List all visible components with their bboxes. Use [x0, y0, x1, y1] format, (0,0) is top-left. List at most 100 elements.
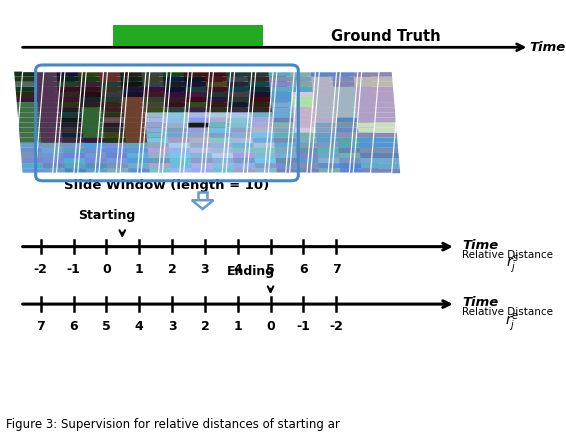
Polygon shape — [169, 143, 207, 148]
Polygon shape — [251, 118, 290, 122]
Polygon shape — [125, 127, 164, 133]
Polygon shape — [21, 153, 60, 158]
Polygon shape — [277, 168, 315, 173]
Polygon shape — [234, 163, 273, 168]
Polygon shape — [317, 148, 356, 153]
Polygon shape — [44, 168, 82, 173]
Polygon shape — [99, 72, 138, 77]
Polygon shape — [37, 92, 76, 97]
Polygon shape — [81, 107, 119, 112]
Polygon shape — [42, 148, 80, 153]
Polygon shape — [15, 82, 54, 87]
Polygon shape — [22, 163, 61, 168]
Polygon shape — [253, 143, 292, 148]
Polygon shape — [20, 137, 59, 143]
Polygon shape — [231, 127, 269, 133]
Polygon shape — [170, 163, 209, 168]
Polygon shape — [314, 102, 352, 107]
Polygon shape — [228, 97, 267, 102]
Polygon shape — [192, 200, 213, 209]
Polygon shape — [188, 122, 227, 127]
Polygon shape — [335, 107, 374, 112]
Polygon shape — [312, 82, 350, 87]
Polygon shape — [59, 107, 98, 112]
Polygon shape — [207, 92, 246, 97]
Polygon shape — [43, 163, 82, 168]
Polygon shape — [128, 168, 167, 173]
Polygon shape — [316, 137, 355, 143]
Polygon shape — [143, 87, 182, 92]
Polygon shape — [189, 133, 228, 137]
Polygon shape — [291, 97, 331, 102]
Polygon shape — [106, 163, 145, 168]
Polygon shape — [228, 87, 266, 92]
Polygon shape — [318, 158, 357, 163]
Polygon shape — [355, 97, 395, 102]
Polygon shape — [312, 87, 351, 92]
Polygon shape — [147, 143, 186, 148]
Text: 1: 1 — [135, 263, 144, 276]
Polygon shape — [42, 158, 82, 163]
Polygon shape — [290, 82, 329, 87]
Polygon shape — [316, 133, 355, 137]
Polygon shape — [15, 87, 54, 92]
Polygon shape — [80, 102, 119, 107]
Polygon shape — [57, 82, 96, 87]
Polygon shape — [276, 163, 315, 168]
Polygon shape — [293, 112, 332, 118]
Polygon shape — [315, 122, 354, 127]
Polygon shape — [188, 127, 228, 133]
Polygon shape — [252, 133, 291, 137]
Text: Time: Time — [529, 41, 565, 54]
Polygon shape — [37, 87, 75, 92]
Polygon shape — [229, 112, 268, 118]
Polygon shape — [85, 158, 124, 163]
Polygon shape — [78, 77, 117, 82]
Polygon shape — [185, 87, 224, 92]
Polygon shape — [16, 97, 55, 102]
Polygon shape — [226, 77, 265, 82]
Polygon shape — [292, 102, 331, 107]
Text: Starting: Starting — [78, 210, 135, 222]
Polygon shape — [254, 153, 293, 158]
Polygon shape — [312, 92, 351, 97]
Polygon shape — [209, 127, 248, 133]
Text: Ground Truth: Ground Truth — [331, 29, 441, 44]
Polygon shape — [340, 163, 379, 168]
Polygon shape — [186, 92, 224, 97]
Polygon shape — [60, 112, 99, 118]
Polygon shape — [315, 127, 354, 133]
Polygon shape — [15, 77, 53, 82]
Polygon shape — [16, 92, 55, 97]
Polygon shape — [275, 148, 314, 153]
Polygon shape — [255, 158, 293, 163]
Polygon shape — [170, 158, 209, 163]
Polygon shape — [120, 72, 159, 77]
Polygon shape — [168, 137, 207, 143]
Polygon shape — [209, 118, 247, 122]
Polygon shape — [271, 102, 310, 107]
Polygon shape — [17, 107, 56, 112]
Polygon shape — [105, 137, 143, 143]
Polygon shape — [356, 107, 395, 112]
Polygon shape — [186, 97, 225, 102]
Polygon shape — [319, 168, 358, 173]
Polygon shape — [251, 122, 290, 127]
Polygon shape — [361, 168, 400, 173]
Polygon shape — [315, 118, 354, 122]
Polygon shape — [148, 153, 187, 158]
Polygon shape — [268, 72, 307, 77]
Polygon shape — [18, 112, 57, 118]
Polygon shape — [127, 153, 166, 158]
Polygon shape — [123, 102, 161, 107]
Polygon shape — [336, 112, 374, 118]
Polygon shape — [273, 127, 312, 133]
Text: 2: 2 — [200, 320, 209, 333]
Text: 5: 5 — [266, 263, 275, 276]
Polygon shape — [355, 92, 394, 97]
Text: Ending: Ending — [227, 266, 276, 278]
Polygon shape — [358, 133, 397, 137]
Text: -1: -1 — [297, 320, 310, 333]
Text: Time: Time — [462, 239, 499, 252]
Polygon shape — [273, 122, 312, 127]
